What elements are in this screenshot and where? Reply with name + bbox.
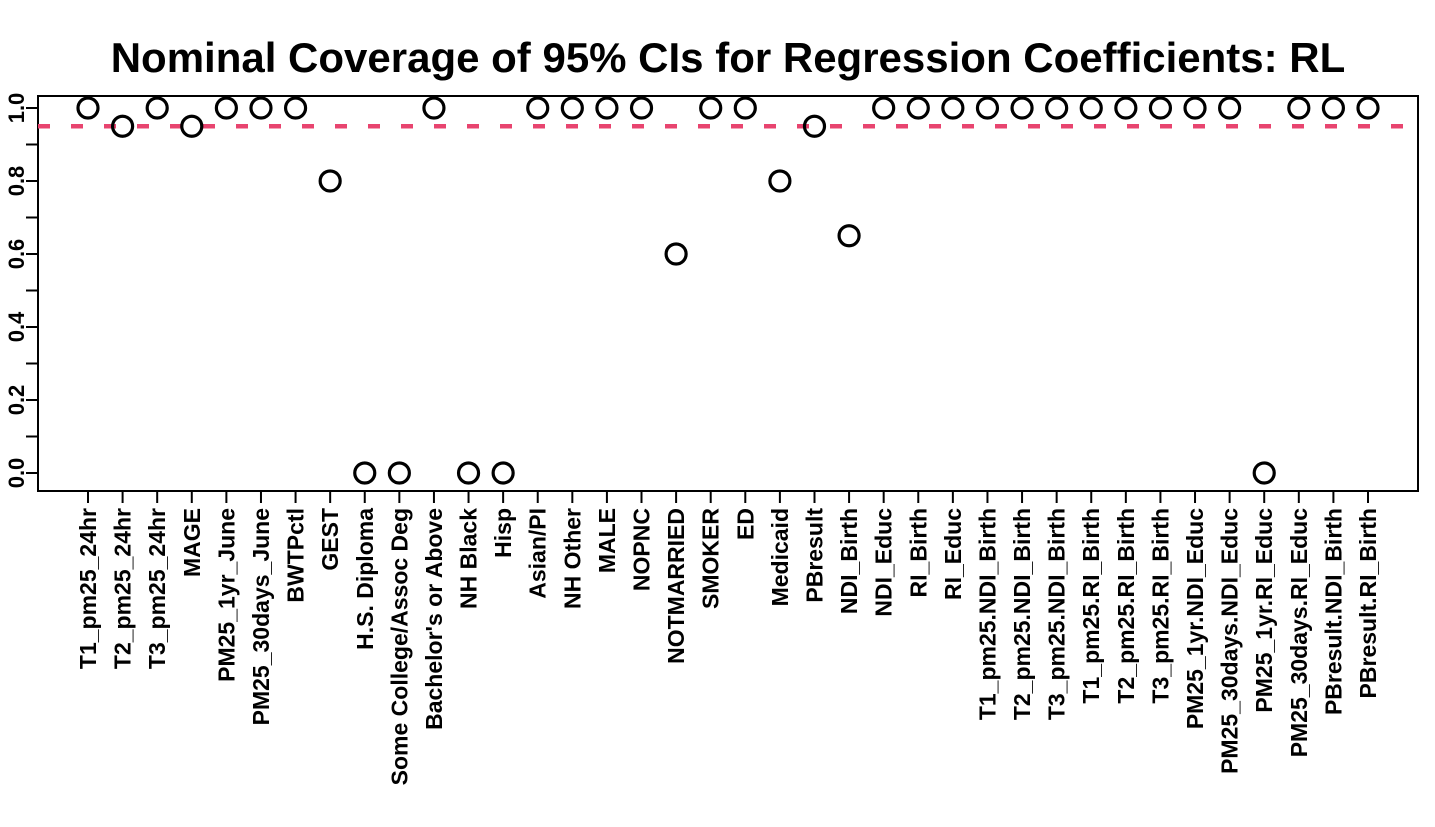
x-axis-category-label: RI_Birth xyxy=(905,508,931,597)
data-point xyxy=(1010,96,1034,120)
data-point xyxy=(1287,96,1311,120)
x-axis-category-label: PM25_1yr.RI_Educ xyxy=(1251,508,1277,713)
plot-border xyxy=(37,95,1419,492)
x-axis-category-label: T3_pm25.RI_Birth xyxy=(1147,508,1173,704)
x-axis-category-label: PM25_30days.RI_Educ xyxy=(1286,508,1312,758)
data-point xyxy=(318,169,342,193)
x-axis-category-label: BWTPctl xyxy=(283,508,309,603)
x-axis-category-label: NOTMARRIED xyxy=(663,508,689,664)
data-point xyxy=(664,242,688,266)
data-point xyxy=(560,96,584,120)
y-axis-tick-label: 0.0 xyxy=(4,458,29,489)
data-point xyxy=(837,224,861,248)
data-point xyxy=(733,96,757,120)
data-point xyxy=(110,114,135,138)
x-axis-category-label: NDI_Educ xyxy=(871,508,897,617)
x-axis-category-label: GEST xyxy=(317,508,343,571)
data-point xyxy=(283,96,308,120)
x-axis-category-label: Medicaid xyxy=(767,508,793,606)
y-axis-tick-label: 0.4 xyxy=(4,311,29,342)
data-point xyxy=(76,96,100,120)
data-point xyxy=(802,114,827,138)
x-axis-category-label: MALE xyxy=(594,508,620,573)
x-axis-category-label: T3_pm25.NDI_Birth xyxy=(1044,508,1070,720)
x-axis-category-label: NDI_Birth xyxy=(836,508,862,614)
data-point xyxy=(768,169,792,193)
x-axis-category-label: SMOKER xyxy=(698,508,724,609)
data-point xyxy=(214,96,238,120)
data-point xyxy=(180,114,204,138)
data-point xyxy=(699,96,723,120)
data-point xyxy=(595,96,619,120)
data-point xyxy=(975,96,1000,120)
x-axis-category-label: Some College/Assoc Deg xyxy=(386,508,412,785)
x-axis-category-label: T1_pm25.RI_Birth xyxy=(1078,508,1104,704)
x-axis-category-label: Hisp xyxy=(490,508,516,558)
x-axis-category-label: RI_Educ xyxy=(940,508,966,600)
y-axis-tick-label: 0.8 xyxy=(4,166,29,197)
x-axis-category-label: MAGE xyxy=(179,508,205,577)
x-axis-category-label: T2_pm25.NDI_Birth xyxy=(1009,508,1035,720)
x-axis-category-label: Bachelor's or Above xyxy=(421,508,447,730)
x-axis-category-label: PBresult.NDI_Birth xyxy=(1320,508,1346,715)
x-axis-category-label: ED xyxy=(732,508,758,540)
x-axis-category-label: T1_pm25_24hr xyxy=(75,508,101,669)
x-axis-category-label: H.S. Diploma xyxy=(352,508,378,650)
data-point xyxy=(249,96,273,120)
data-point xyxy=(1079,96,1103,120)
data-point xyxy=(526,96,550,120)
x-axis-category-label: PBresult.RI_Birth xyxy=(1355,508,1381,698)
x-axis-category-label: T2_pm25.RI_Birth xyxy=(1113,508,1139,704)
x-axis-category-label: T1_pm25.NDI_Birth xyxy=(974,508,1000,720)
data-point xyxy=(1218,96,1242,120)
data-point xyxy=(456,461,481,485)
data-point xyxy=(906,96,930,120)
x-axis-category-label: NOPNC xyxy=(629,508,655,591)
data-point xyxy=(145,96,169,120)
data-point xyxy=(1148,96,1173,120)
x-axis-category-label: NH Black xyxy=(456,508,482,609)
data-point xyxy=(491,461,515,485)
data-point xyxy=(387,461,411,485)
x-axis-category-label: T2_pm25_24hr xyxy=(110,508,136,669)
x-axis-category-label: T3_pm25_24hr xyxy=(144,508,170,669)
data-point xyxy=(872,96,896,120)
x-axis-category-label: PM25_30days_June xyxy=(248,508,274,725)
data-point xyxy=(422,96,446,120)
x-axis-category-label: PBresult xyxy=(801,508,827,603)
y-axis-tick-label: 1.0 xyxy=(4,93,29,124)
data-point xyxy=(1356,96,1380,120)
data-point xyxy=(1252,461,1276,485)
data-point xyxy=(1114,96,1138,120)
x-axis-category-label: Asian/PI xyxy=(525,508,551,599)
y-axis-tick-label: 0.2 xyxy=(4,385,29,416)
data-point xyxy=(629,96,654,120)
x-axis-category-label: PM25_30days.NDI_Educ xyxy=(1217,508,1243,774)
data-point xyxy=(1183,96,1207,120)
data-point xyxy=(941,96,965,120)
x-axis-category-label: PM25_1yr.NDI_Educ xyxy=(1182,508,1208,729)
data-point xyxy=(1321,96,1346,120)
y-axis-tick-label: 0.6 xyxy=(4,239,29,270)
data-point xyxy=(353,461,377,485)
x-axis-category-label: NH Other xyxy=(559,508,585,609)
x-axis-category-label: PM25_1yr_June xyxy=(213,508,239,682)
data-point xyxy=(1045,96,1069,120)
chart-title: Nominal Coverage of 95% CIs for Regressi… xyxy=(111,34,1346,81)
